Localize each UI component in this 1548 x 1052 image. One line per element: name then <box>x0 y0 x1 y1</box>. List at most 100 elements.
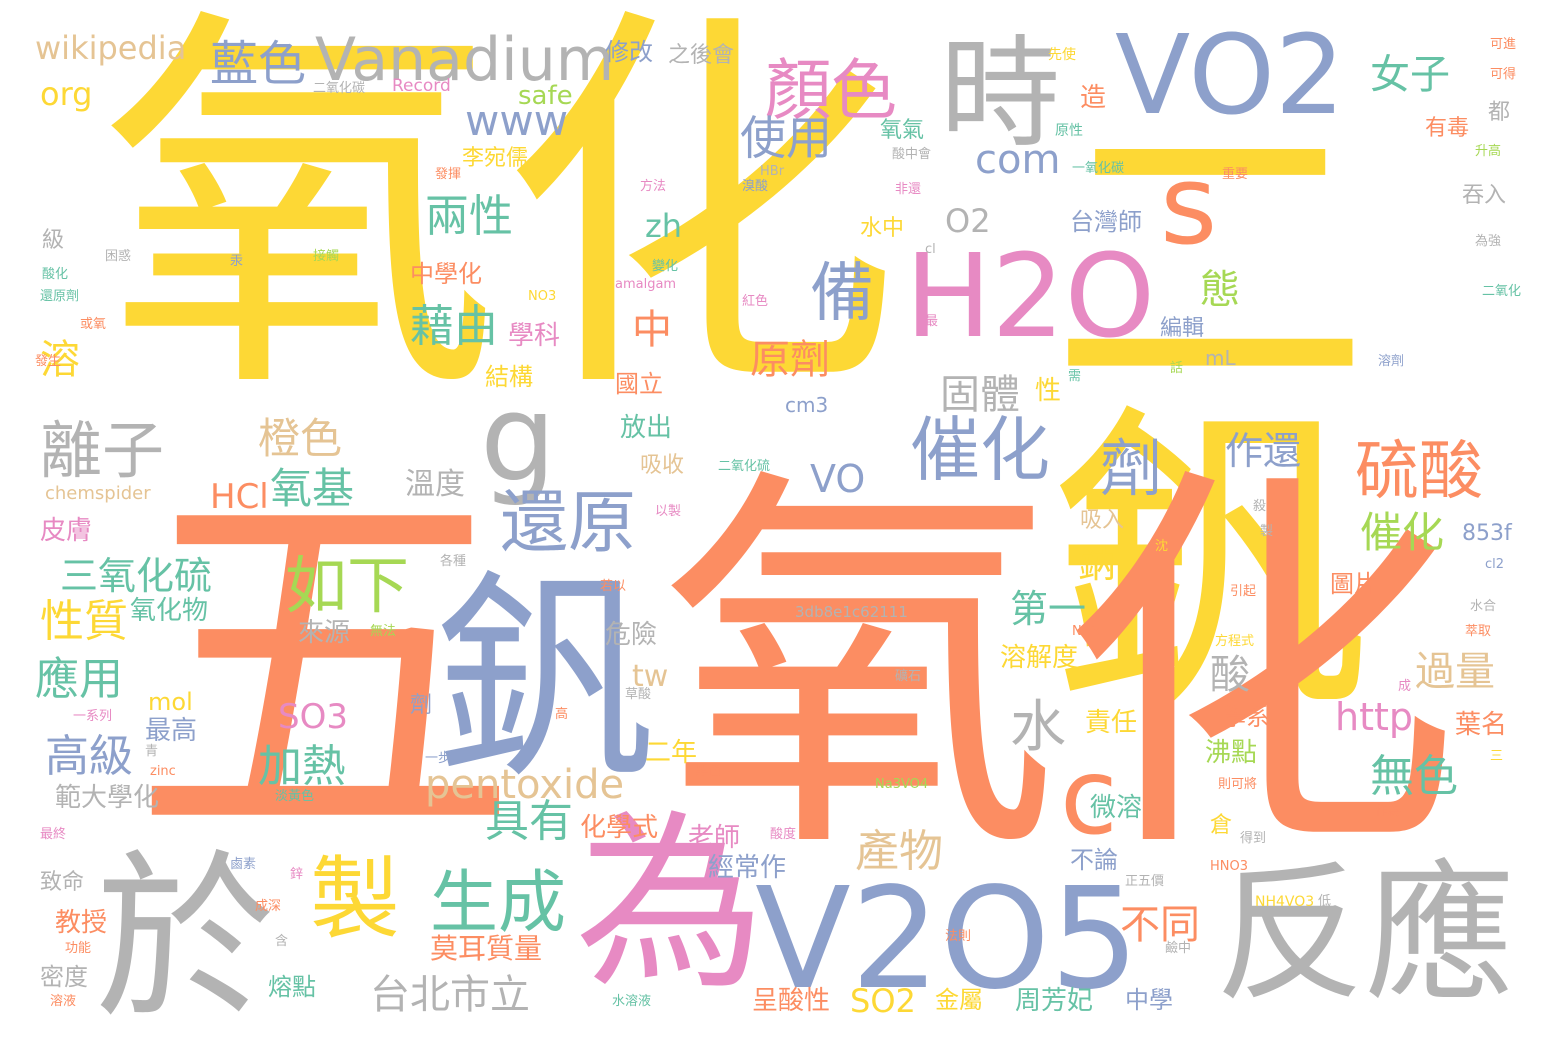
word-cloud-word: 變化 <box>652 259 679 274</box>
word-cloud-word: 無色 <box>1370 751 1458 802</box>
word-cloud-word: www <box>465 96 569 145</box>
word-cloud-word: 呈酸性 <box>752 986 831 1016</box>
word-cloud-word: 女子 <box>1370 52 1450 98</box>
word-cloud-word: 還原劑 <box>40 289 80 304</box>
word-cloud-word: 教授 <box>55 908 108 938</box>
word-cloud-word: 含 <box>275 934 289 949</box>
word-cloud-word: 原劑 <box>750 337 830 383</box>
word-cloud-word: NH4VO3 <box>1255 894 1315 910</box>
word-cloud-word: 853f <box>1462 521 1512 546</box>
word-cloud-word: 備 <box>810 257 874 331</box>
word-cloud-word: 酸化 <box>42 267 69 282</box>
word-cloud-word: 來源 <box>298 618 351 648</box>
word-cloud-word: 吸收 <box>640 453 685 478</box>
word-cloud-word: 台北市立 <box>370 972 530 1018</box>
word-cloud-word: 皮膚 <box>40 516 93 546</box>
word-cloud-word: 不論 <box>1070 846 1118 874</box>
word-cloud-word: 3db8e1c62111 <box>795 603 908 621</box>
word-cloud-word: HBr <box>760 164 785 179</box>
word-cloud-word: 密度 <box>40 963 88 991</box>
word-cloud-word: 則可將 <box>1218 777 1258 792</box>
word-cloud-word: 催化 <box>1360 508 1445 557</box>
word-cloud-word: cm3 <box>785 393 829 417</box>
word-cloud-word: HCl <box>210 477 269 517</box>
word-cloud-word: pentoxide <box>425 762 625 808</box>
word-cloud-word: 方法 <box>640 179 667 194</box>
word-cloud-word: 劑 <box>410 693 433 718</box>
word-cloud-word: 溶 <box>40 337 80 383</box>
word-cloud-word: 鋅 <box>290 867 304 882</box>
word-cloud-word: 三 <box>1490 749 1504 764</box>
word-cloud-word: 危險 <box>605 620 658 650</box>
word-cloud-word: 沸點 <box>1205 738 1258 768</box>
word-cloud-word: 礦石 <box>895 669 922 684</box>
word-cloud-word: 產物 <box>855 826 943 877</box>
word-cloud-word: 萃取 <box>1465 624 1492 639</box>
word-cloud-word: 黑色 <box>695 764 722 779</box>
word-cloud-word: 藍色 <box>210 36 307 92</box>
word-cloud-word: 水溶液 <box>612 994 652 1009</box>
word-cloud-word: 學系 <box>1222 703 1270 731</box>
word-cloud-word: 原性 <box>1055 123 1083 139</box>
word-cloud-word: 釩 <box>435 552 656 808</box>
word-cloud-word: 如下 <box>285 549 410 622</box>
word-cloud-word: 不同 <box>1120 902 1200 948</box>
word-cloud-word: s <box>1160 141 1218 269</box>
word-cloud-word: 溶劑 <box>1378 354 1405 369</box>
word-cloud-word: 第一 <box>1010 587 1087 631</box>
word-cloud-word: 高 <box>555 707 569 722</box>
word-cloud-word: 生成 <box>430 864 567 943</box>
word-cloud-word: 都 <box>1488 100 1511 125</box>
word-cloud-word: 一系列 <box>73 709 113 724</box>
word-cloud-word: 經常作 <box>708 853 787 883</box>
word-cloud-word: 成深 <box>255 899 282 914</box>
word-cloud-word: 中 <box>632 307 672 353</box>
word-cloud-word: 修改 <box>605 38 653 66</box>
word-cloud-word: SO3 <box>278 697 348 737</box>
word-cloud-word: 熔點 <box>268 973 316 1001</box>
word-cloud-word: VO2 <box>1115 11 1345 139</box>
word-cloud-word: 時 <box>940 25 1060 164</box>
word-cloud-word: 氧化 <box>660 437 1460 902</box>
word-cloud-word: 溴酸 <box>742 179 769 194</box>
word-cloud-word: 功能 <box>65 941 92 956</box>
word-cloud-word: NH3 <box>1072 624 1100 639</box>
word-cloud-word: 反應 <box>1215 848 1516 1022</box>
word-cloud-word: 方程式 <box>1215 634 1255 649</box>
word-cloud-word: 若以 <box>600 579 627 594</box>
word-cloud-word: 國立 <box>615 370 663 398</box>
word-cloud-word: 發生 <box>35 354 62 369</box>
word-cloud-word: 應用 <box>35 654 123 705</box>
word-cloud-word: org <box>40 75 93 113</box>
word-cloud-word: 先使 <box>1048 47 1076 63</box>
word-cloud-word: 鈉 <box>1078 542 1117 586</box>
word-cloud-word: http <box>1335 695 1414 739</box>
word-cloud-word: 顏色 <box>765 52 897 129</box>
word-cloud-word: 或氧 <box>80 317 107 332</box>
word-cloud-word: 溶液 <box>50 994 77 1009</box>
word-cloud-word: 高級 <box>45 731 133 782</box>
word-cloud-word: 酸度 <box>770 827 797 842</box>
word-cloud-word: 二氧化硫 <box>718 459 771 474</box>
word-cloud-word: 之後會 <box>668 43 735 68</box>
word-cloud-word: 二釩 <box>1050 76 1370 752</box>
word-cloud-word: 溫度 <box>405 467 465 502</box>
word-cloud-word: Record <box>392 76 451 96</box>
word-cloud-word: 兩性 <box>425 191 513 242</box>
word-cloud-word: SO2 <box>850 982 916 1020</box>
word-cloud-word: 催化 <box>910 409 1050 491</box>
word-cloud-word: safe <box>518 81 573 111</box>
word-cloud-word: 可得 <box>1490 67 1517 82</box>
word-cloud-word: 困惑 <box>105 249 132 264</box>
word-cloud-word: 製 <box>1260 524 1274 539</box>
word-cloud-word: 微溶 <box>1090 793 1143 823</box>
word-cloud-word: 酸 <box>1210 652 1250 698</box>
word-cloud-word: 氧氣 <box>880 118 925 143</box>
word-cloud-word: 周芳妃 <box>1015 986 1094 1016</box>
word-cloud-word: 各種 <box>440 554 467 569</box>
word-cloud-word: 一氧化碳 <box>1072 161 1125 176</box>
word-cloud-word: 吞入 <box>1462 183 1507 208</box>
word-cloud-word: 葉名 <box>1455 710 1508 740</box>
word-cloud-word: chemspider <box>45 483 151 504</box>
word-cloud-word: 五 <box>130 443 520 897</box>
